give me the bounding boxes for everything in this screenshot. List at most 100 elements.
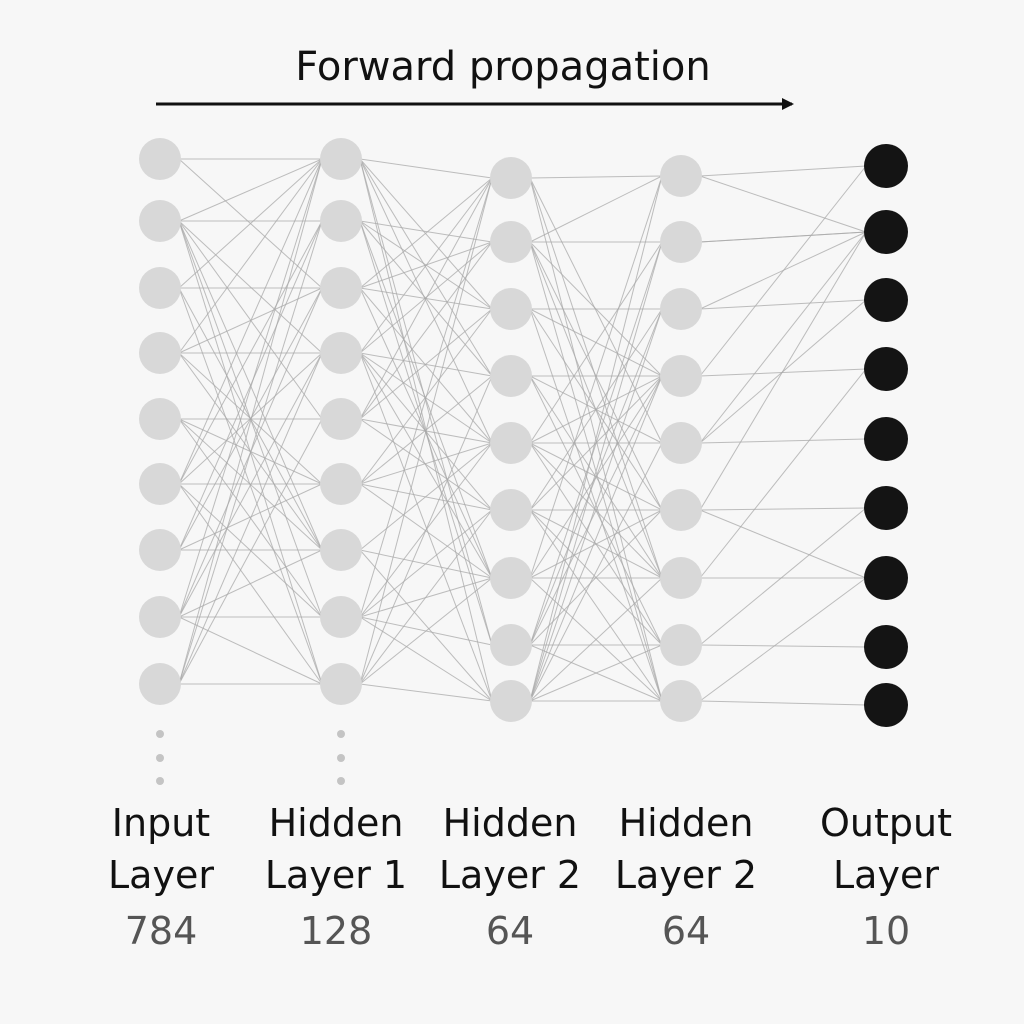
output-neuron: [864, 625, 908, 669]
connection-line: [529, 509, 663, 646]
layer-name-line1: Hidden: [619, 801, 754, 845]
layer-label-input: Input Layer 784: [108, 801, 214, 953]
neuron: [320, 138, 362, 180]
layer-count: 10: [862, 909, 910, 953]
layer-name-line1: Output: [820, 801, 952, 845]
neuron: [660, 489, 702, 531]
connection-line: [359, 158, 493, 377]
connections: [178, 158, 867, 706]
diagram-title: Forward propagation: [295, 44, 710, 90]
neuron: [320, 267, 362, 309]
connection-line: [529, 375, 663, 646]
connection-line: [529, 241, 663, 444]
output-neuron: [864, 144, 908, 188]
output-neuron: [864, 210, 908, 254]
layer-count: 64: [486, 909, 534, 953]
connection-line: [529, 375, 663, 702]
connection-line: [699, 231, 867, 243]
neuron: [139, 332, 181, 374]
connection-line: [359, 375, 493, 685]
neuron: [139, 200, 181, 242]
layer-count: 784: [125, 909, 198, 953]
connection-line: [359, 158, 493, 646]
connection-line: [359, 616, 493, 702]
layer-label-hidden-3: Hidden Layer 2 64: [615, 801, 757, 953]
neuron: [320, 596, 362, 638]
layer-count: 128: [300, 909, 373, 953]
layer-name-line1: Hidden: [443, 801, 578, 845]
neuron: [490, 288, 532, 330]
connection-line: [178, 616, 323, 685]
connection-line: [699, 700, 867, 706]
neurons: [139, 138, 908, 727]
neuron: [660, 155, 702, 197]
connection-line: [359, 352, 493, 579]
connection-line: [178, 483, 323, 551]
layer-label-hidden-2: Hidden Layer 2 64: [439, 801, 581, 953]
connection-line: [359, 308, 493, 420]
connection-line: [529, 241, 663, 646]
layer-name-line2: Layer: [108, 853, 214, 897]
connection-line: [699, 368, 867, 579]
neuron: [320, 663, 362, 705]
connection-line: [178, 158, 323, 485]
connection-line: [529, 175, 663, 702]
connection-line: [178, 220, 323, 485]
neuron: [320, 200, 362, 242]
connection-line: [178, 158, 323, 354]
connection-line: [178, 158, 323, 289]
neuron: [660, 288, 702, 330]
connection-line: [699, 231, 867, 511]
connection-line: [359, 158, 493, 179]
neuron: [490, 221, 532, 263]
connection-line: [529, 644, 663, 702]
connection-line: [699, 507, 867, 646]
connection-line: [178, 418, 323, 685]
layer-name-line2: Layer: [833, 853, 939, 897]
connection-line: [359, 158, 493, 310]
connection-line: [699, 165, 867, 177]
connection-line: [529, 577, 663, 702]
connection-line: [359, 352, 493, 702]
layer-name-line1: Input: [112, 801, 210, 845]
ellipsis-dot: [337, 754, 345, 762]
neuron: [660, 221, 702, 263]
layer-label-hidden-1: Hidden Layer 1 128: [265, 801, 407, 953]
connection-line: [359, 177, 493, 618]
output-neuron: [864, 278, 908, 322]
layer-name-line2: Layer 1: [265, 853, 407, 897]
connection-line: [359, 683, 493, 702]
ellipsis-dot: [156, 777, 164, 785]
connection-line: [359, 220, 493, 243]
connection-line: [178, 352, 323, 618]
neuron: [320, 463, 362, 505]
neuron: [320, 332, 362, 374]
layer-name-line2: Layer 2: [439, 853, 581, 897]
connection-line: [359, 418, 493, 511]
neuron: [139, 267, 181, 309]
ellipsis-dot: [337, 777, 345, 785]
output-neuron: [864, 347, 908, 391]
connection-line: [178, 220, 323, 685]
connection-line: [699, 644, 867, 648]
connection-line: [359, 177, 493, 354]
connection-line: [529, 308, 663, 511]
connection-line: [359, 549, 493, 702]
neuron: [490, 422, 532, 464]
connection-line: [359, 577, 493, 685]
layer-name-line2: Layer 2: [615, 853, 757, 897]
connection-line: [178, 158, 323, 222]
output-neuron: [864, 683, 908, 727]
connection-line: [359, 177, 493, 420]
connection-line: [529, 175, 663, 243]
connection-line: [699, 299, 867, 310]
neuron: [660, 624, 702, 666]
connection-line: [359, 241, 493, 420]
connection-line: [359, 177, 493, 685]
connection-line: [529, 241, 663, 702]
ellipsis-dot: [156, 754, 164, 762]
neuron: [660, 557, 702, 599]
connection-line: [529, 442, 663, 702]
neuron: [139, 596, 181, 638]
